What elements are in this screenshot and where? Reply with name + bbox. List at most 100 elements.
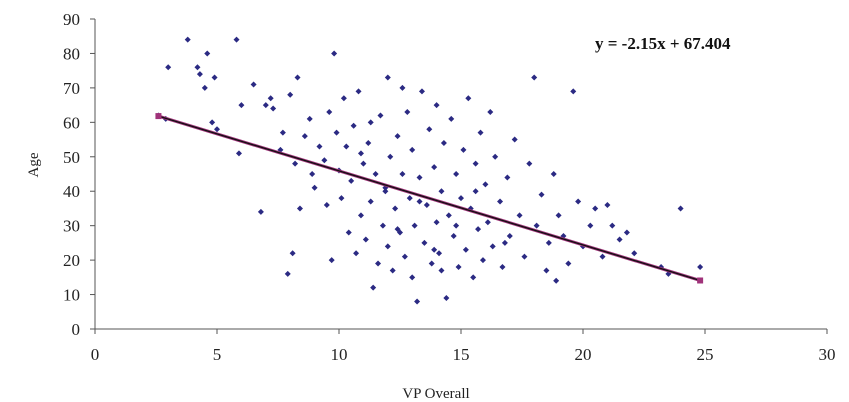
data-point	[506, 233, 513, 239]
data-point	[604, 202, 611, 208]
data-point	[533, 222, 540, 229]
y-tick-label: 60	[63, 113, 80, 132]
data-point	[399, 84, 406, 91]
data-point	[316, 143, 323, 150]
data-point	[465, 95, 472, 102]
data-point	[484, 219, 491, 226]
data-point	[482, 181, 489, 188]
data-point	[631, 250, 638, 257]
data-point	[296, 205, 303, 212]
x-tick-label: 5	[213, 345, 222, 364]
data-point	[384, 74, 391, 81]
data-point	[301, 133, 308, 140]
data-point	[326, 109, 333, 115]
data-point	[499, 264, 506, 270]
data-point	[257, 208, 264, 215]
data-point	[543, 267, 550, 274]
x-tick-label: 15	[453, 345, 470, 364]
data-point	[531, 74, 538, 81]
data-point	[184, 36, 191, 43]
data-point	[489, 243, 496, 250]
data-point	[401, 253, 408, 260]
data-point	[357, 212, 364, 219]
data-point	[697, 264, 704, 270]
axes	[90, 18, 828, 334]
data-point	[609, 222, 616, 229]
data-point	[292, 160, 299, 167]
data-point	[311, 184, 318, 191]
data-point	[214, 126, 220, 133]
data-point	[416, 174, 423, 181]
data-point	[323, 202, 330, 208]
data-point	[455, 264, 462, 270]
y-tick-label: 90	[63, 10, 80, 29]
y-axis-title: Age	[26, 152, 42, 177]
data-point	[677, 205, 684, 212]
tick-labels: 0 10 20 30 40 50 60 70 80 90 0 5 10 15 20 25 30	[63, 10, 836, 364]
data-point	[321, 157, 328, 164]
x-tick-label: 10	[331, 345, 348, 364]
data-point	[399, 171, 406, 177]
data-point	[431, 164, 438, 171]
data-point	[477, 129, 484, 136]
data-point	[345, 229, 352, 236]
data-point	[370, 284, 377, 291]
data-point	[475, 226, 482, 233]
data-point	[501, 239, 508, 246]
data-point	[545, 239, 552, 246]
data-point	[406, 195, 413, 202]
data-point	[433, 102, 440, 109]
data-point	[384, 243, 391, 250]
data-point	[196, 71, 203, 78]
data-point	[445, 212, 452, 219]
data-point	[343, 143, 350, 150]
data-point	[394, 226, 401, 233]
data-point	[411, 222, 418, 229]
data-point	[438, 267, 445, 274]
trendline-end-marker	[697, 277, 704, 284]
data-point	[431, 246, 438, 253]
data-point	[453, 222, 460, 229]
data-point	[492, 153, 499, 160]
data-point	[387, 153, 394, 160]
x-tick-label: 20	[575, 345, 592, 364]
data-point	[462, 246, 469, 253]
data-point	[357, 150, 364, 157]
data-point	[511, 136, 518, 143]
data-point	[392, 205, 399, 212]
data-point	[433, 219, 440, 226]
data-point	[440, 140, 447, 146]
data-point	[284, 270, 291, 277]
data-point	[458, 195, 464, 202]
data-point	[270, 105, 277, 112]
x-tick-label: 0	[91, 345, 100, 364]
data-point	[587, 222, 594, 229]
x-tick-label: 30	[819, 345, 836, 364]
data-point	[250, 81, 257, 88]
data-point	[233, 36, 240, 43]
data-point	[623, 229, 630, 236]
data-point	[355, 88, 362, 95]
data-point	[350, 122, 357, 129]
data-point	[460, 146, 467, 153]
y-tick-label: 70	[63, 79, 80, 98]
data-point	[267, 95, 274, 102]
data-point	[504, 174, 511, 181]
data-point	[414, 298, 421, 305]
data-point	[372, 171, 379, 177]
data-point	[599, 253, 606, 260]
data-point	[487, 109, 494, 115]
data-point	[453, 171, 460, 177]
y-tick-label: 50	[63, 148, 80, 167]
data-point	[367, 198, 374, 205]
data-point	[450, 233, 457, 239]
data-point	[362, 236, 369, 243]
data-point	[238, 102, 245, 109]
data-point	[287, 91, 294, 98]
data-point	[423, 202, 430, 208]
data-points	[155, 36, 704, 305]
data-point	[436, 250, 443, 257]
data-point	[309, 171, 316, 177]
data-point	[404, 109, 411, 115]
